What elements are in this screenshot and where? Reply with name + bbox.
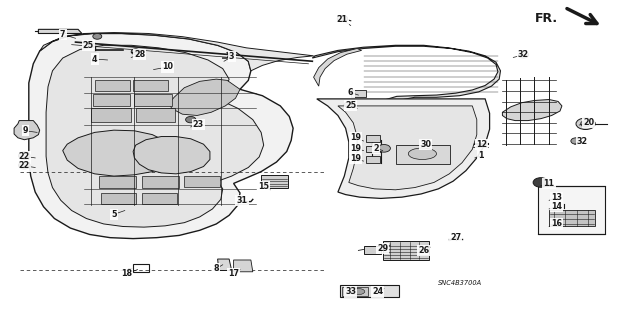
Text: SNC4B3700A: SNC4B3700A (438, 280, 481, 286)
Bar (396, 145, 450, 164)
Text: 32: 32 (518, 50, 529, 59)
Text: 23: 23 (193, 120, 204, 129)
Text: 14: 14 (551, 202, 563, 211)
Polygon shape (63, 130, 172, 176)
Ellipse shape (533, 178, 548, 187)
Ellipse shape (378, 145, 390, 152)
Text: 11: 11 (543, 179, 555, 188)
Bar (549, 210, 595, 226)
Text: 9: 9 (23, 126, 28, 135)
Text: 27: 27 (450, 233, 461, 242)
Bar (342, 287, 368, 296)
Bar (101, 193, 136, 204)
Bar (366, 156, 380, 163)
Text: 25: 25 (345, 101, 356, 110)
Text: 30: 30 (420, 140, 431, 149)
Ellipse shape (349, 288, 365, 295)
Ellipse shape (580, 121, 591, 127)
Text: 1: 1 (479, 151, 484, 160)
Text: FR.: FR. (535, 12, 558, 25)
Polygon shape (46, 45, 264, 227)
Bar (99, 176, 136, 188)
Polygon shape (312, 45, 500, 165)
Bar (184, 176, 220, 187)
Text: 5: 5 (111, 210, 116, 219)
Text: 3: 3 (229, 52, 234, 61)
Bar (340, 285, 399, 297)
Polygon shape (218, 259, 232, 271)
Bar (134, 94, 172, 106)
Bar (95, 80, 130, 91)
Bar (383, 241, 429, 260)
Polygon shape (29, 33, 293, 239)
Text: 6: 6 (348, 88, 353, 97)
Text: 24: 24 (372, 287, 383, 296)
Bar (366, 146, 380, 152)
Text: 18: 18 (121, 269, 132, 278)
Ellipse shape (19, 152, 30, 160)
Bar (538, 186, 605, 234)
Text: 28: 28 (134, 50, 145, 59)
Ellipse shape (408, 148, 436, 160)
Text: 16: 16 (551, 219, 563, 228)
Polygon shape (338, 106, 477, 190)
Polygon shape (317, 99, 490, 198)
Text: 8: 8 (214, 264, 219, 273)
Ellipse shape (576, 118, 595, 130)
Bar (93, 94, 130, 106)
Text: 22: 22 (19, 161, 30, 170)
Polygon shape (351, 90, 366, 97)
Ellipse shape (518, 52, 529, 58)
Polygon shape (170, 79, 240, 115)
Text: 12: 12 (476, 140, 487, 149)
Text: 32: 32 (577, 137, 588, 146)
Ellipse shape (337, 15, 348, 22)
Bar (142, 193, 177, 204)
Bar (133, 264, 149, 272)
Ellipse shape (19, 161, 30, 169)
Text: 19: 19 (349, 133, 361, 142)
Text: 10: 10 (162, 63, 173, 71)
Text: 29: 29 (377, 244, 388, 253)
Text: 25: 25 (83, 41, 94, 50)
Bar (91, 108, 131, 122)
Ellipse shape (344, 102, 353, 108)
Text: 33: 33 (345, 287, 356, 296)
Polygon shape (133, 137, 210, 174)
Polygon shape (314, 48, 362, 86)
Ellipse shape (131, 49, 140, 55)
Bar (366, 135, 380, 142)
Text: 19: 19 (349, 154, 361, 163)
Text: 22: 22 (19, 152, 30, 161)
Bar (364, 246, 381, 254)
Text: 20: 20 (583, 118, 595, 127)
Polygon shape (40, 33, 314, 71)
Text: 7: 7 (60, 30, 65, 39)
Polygon shape (14, 121, 40, 140)
Text: 17: 17 (228, 269, 239, 278)
Ellipse shape (571, 138, 581, 144)
Bar (142, 176, 179, 188)
Text: 13: 13 (551, 193, 563, 202)
Bar (136, 108, 175, 122)
Text: 21: 21 (337, 15, 348, 24)
Text: 15: 15 (258, 182, 269, 191)
Bar (261, 175, 288, 188)
Ellipse shape (186, 116, 196, 123)
Polygon shape (234, 260, 253, 272)
Text: 26: 26 (418, 246, 429, 255)
Ellipse shape (93, 33, 102, 39)
Text: 19: 19 (349, 144, 361, 153)
Polygon shape (502, 100, 562, 121)
Polygon shape (38, 29, 82, 33)
Text: 2: 2 (374, 144, 379, 153)
Text: 31: 31 (236, 196, 248, 205)
Bar (133, 80, 168, 91)
Text: 4: 4 (92, 55, 97, 63)
